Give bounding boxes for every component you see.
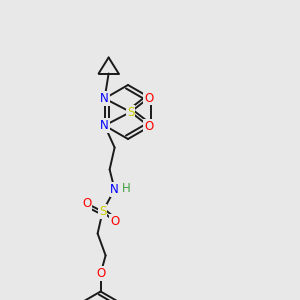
- Text: O: O: [144, 119, 153, 133]
- Text: O: O: [82, 197, 91, 210]
- Text: N: N: [110, 183, 119, 196]
- Text: O: O: [110, 215, 119, 228]
- Text: O: O: [96, 267, 105, 280]
- Text: S: S: [127, 106, 134, 118]
- Text: S: S: [99, 205, 106, 218]
- Text: H: H: [122, 182, 130, 195]
- Text: O: O: [144, 92, 153, 104]
- Text: N: N: [100, 119, 109, 132]
- Text: N: N: [100, 92, 109, 105]
